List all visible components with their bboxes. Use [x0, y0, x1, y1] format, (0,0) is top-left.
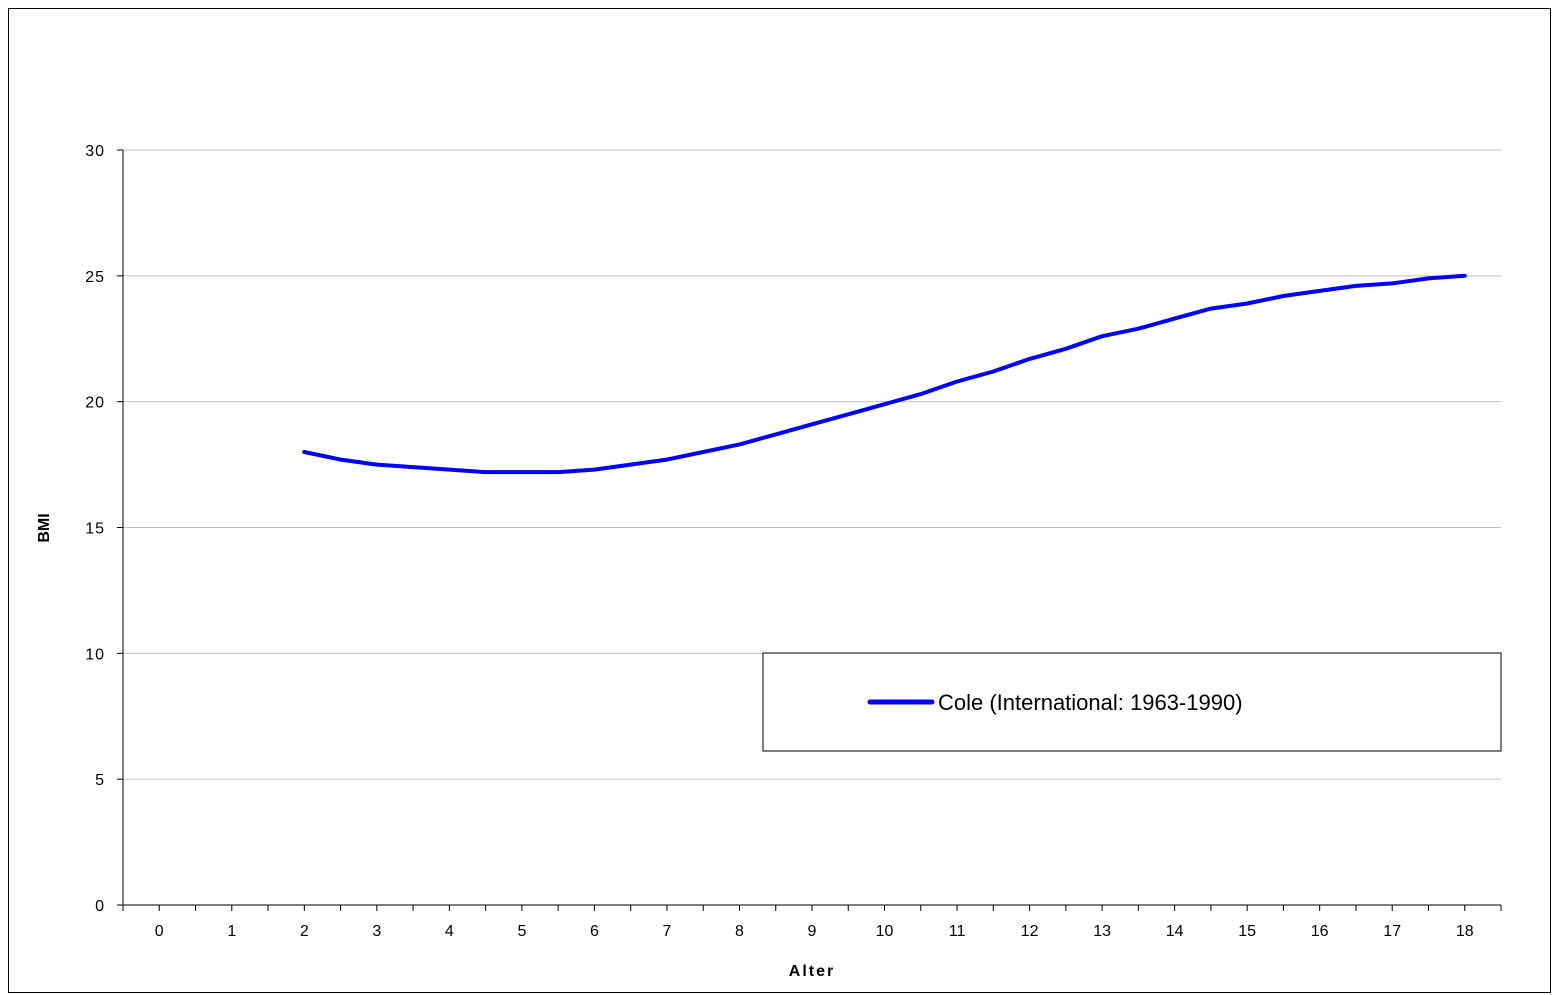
series-line — [302, 273, 1467, 475]
y-tick-label: 15 — [85, 521, 105, 538]
y-tick-label: 10 — [85, 646, 105, 663]
legend: Cole (International: 1963-1990) — [762, 652, 1502, 752]
x-tick-label: 7 — [662, 923, 671, 940]
x-tick-label: 0 — [155, 923, 164, 940]
y-axis-ticks: 0 5 10 15 20 25 30 — [85, 143, 123, 915]
y-tick-label: 0 — [95, 898, 105, 915]
y-tick-label: 20 — [85, 395, 105, 412]
x-tick-label: 17 — [1383, 923, 1401, 940]
x-tick-label: 16 — [1311, 923, 1329, 940]
x-tick-label: 9 — [808, 923, 817, 940]
x-tick-label: 15 — [1238, 923, 1256, 940]
x-tick-label: 10 — [876, 923, 894, 940]
x-tick-label: 3 — [372, 923, 381, 940]
x-tick-label: 6 — [590, 923, 599, 940]
x-tick-label: 12 — [1021, 923, 1039, 940]
x-tick-label: 13 — [1093, 923, 1111, 940]
y-tick-label: 5 — [95, 772, 105, 789]
x-tick-label: 11 — [949, 923, 966, 940]
x-tick-label: 14 — [1166, 923, 1184, 940]
series-layer — [302, 273, 1467, 475]
chart-frame — [8, 8, 1551, 993]
x-tick-label: 4 — [445, 923, 454, 940]
legend-label: Cole (International: 1963-1990) — [938, 690, 1243, 715]
x-axis-ticks: 0 1 2 3 4 5 6 7 8 9 10 11 12 13 14 15 16 17 18 — [122, 905, 1502, 940]
x-tick-label: 18 — [1456, 923, 1474, 940]
y-axis-title: BMI — [36, 513, 53, 542]
x-tick-label: 2 — [300, 923, 309, 940]
x-tick-label: 5 — [517, 923, 526, 940]
y-tick-label: 25 — [85, 269, 105, 286]
x-tick-label: 1 — [227, 923, 236, 940]
y-tick-label: 30 — [85, 143, 105, 160]
x-axis-title: Alter — [789, 963, 835, 980]
x-tick-label: 8 — [735, 923, 744, 940]
